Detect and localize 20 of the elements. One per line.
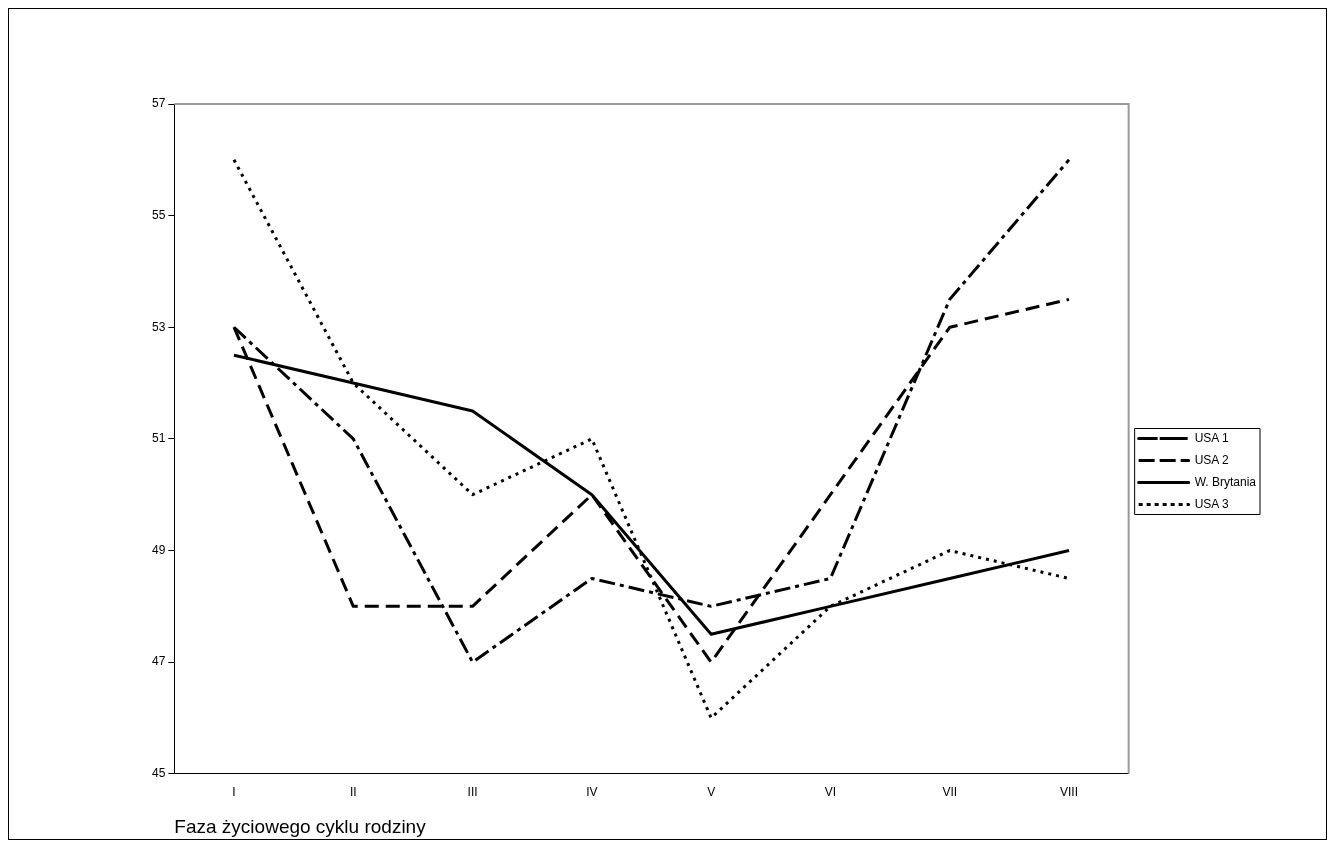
- y-tick-label: 57: [151, 96, 166, 111]
- y-tick-label: 45: [151, 766, 166, 781]
- x-tick-label: I: [232, 785, 236, 800]
- x-tick-label: VIII: [1059, 785, 1079, 800]
- y-tick-label: 47: [151, 654, 166, 669]
- x-tick-label: V: [707, 785, 716, 800]
- legend-label: W. Brytania: [1194, 474, 1257, 489]
- y-tick-label: 51: [151, 431, 166, 446]
- legend-label: USA 2: [1194, 452, 1229, 467]
- x-tick-label: II: [349, 785, 357, 800]
- y-tick-label: 49: [151, 542, 166, 557]
- x-tick-label: III: [467, 785, 478, 800]
- x-tick-label: VII: [942, 785, 958, 800]
- x-axis-title: Faza życiowego cyklu rodziny: [174, 815, 427, 837]
- legend-label: USA 1: [1194, 430, 1229, 445]
- y-tick-label: 53: [151, 319, 166, 334]
- y-tick-label: 55: [151, 207, 166, 222]
- legend-label: USA 3: [1194, 496, 1229, 511]
- x-tick-label: IV: [586, 785, 598, 800]
- x-tick-label: VI: [824, 785, 837, 800]
